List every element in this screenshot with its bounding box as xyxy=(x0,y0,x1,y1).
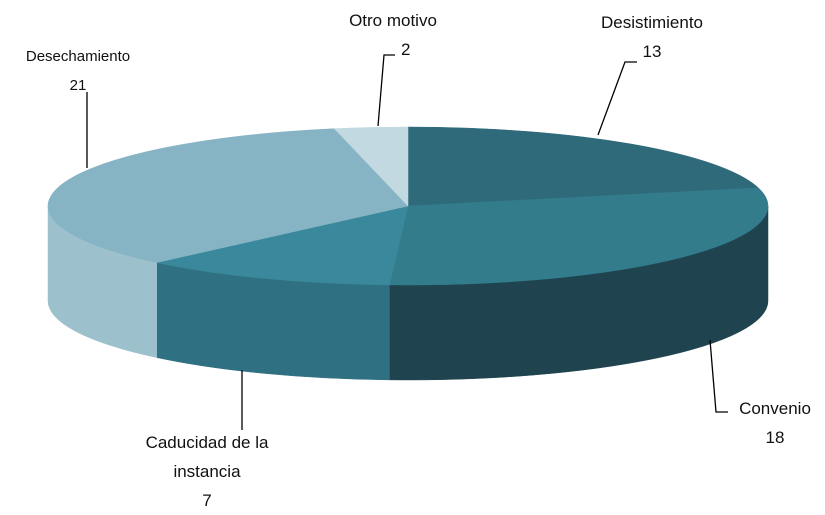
leader-line xyxy=(597,61,637,136)
label-name: Caducidad de la instancia xyxy=(145,433,269,481)
label-value: 21 xyxy=(69,77,87,94)
pie xyxy=(47,126,769,381)
label-value: 2 xyxy=(401,40,411,59)
slice xyxy=(389,187,769,286)
label-name: Desistimiento xyxy=(600,13,704,32)
leader-line xyxy=(709,339,728,413)
slice-label: Otro motivo 2 xyxy=(333,6,453,64)
leader-lines xyxy=(86,54,728,430)
label-name: Otro motivo xyxy=(349,11,437,30)
slice-label: Convenio 18 xyxy=(715,394,825,452)
slice-label: Caducidad de la instancia 7 xyxy=(122,428,292,515)
slice xyxy=(333,126,409,207)
label-value: 13 xyxy=(642,42,662,61)
label-name: Convenio xyxy=(739,399,811,418)
label-value: 7 xyxy=(202,491,212,510)
slice-label: Desistimiento 13 xyxy=(582,8,722,66)
leader-line xyxy=(377,54,395,127)
slice xyxy=(47,128,409,263)
slice-label: Desechamiento 21 xyxy=(8,42,148,100)
slice xyxy=(156,205,409,286)
label-name: Desechamiento xyxy=(25,48,131,65)
slice xyxy=(407,126,759,207)
label-value: 18 xyxy=(765,428,785,447)
